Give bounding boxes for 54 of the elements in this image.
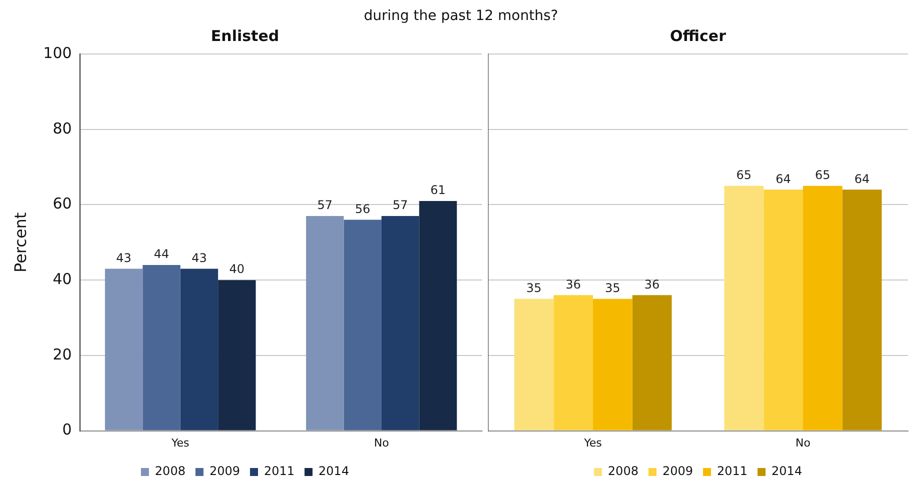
legend-label: 2011 — [717, 464, 748, 478]
bar — [344, 220, 382, 430]
data-label: 65 — [815, 168, 830, 182]
data-label: 65 — [736, 168, 752, 182]
legend-label: 2014 — [318, 464, 350, 478]
y-tick-label: 100 — [43, 44, 72, 62]
data-label: 57 — [392, 198, 408, 212]
data-label: 64 — [776, 172, 791, 186]
chart-title: Enlisted — [210, 26, 280, 45]
bar — [764, 190, 803, 430]
text: during the past 12 months? — [362, 8, 560, 26]
bar — [218, 280, 256, 430]
data-label: 56 — [354, 202, 370, 216]
legend-label: 2014 — [772, 464, 802, 478]
bar — [632, 295, 672, 430]
data-label: 44 — [154, 247, 170, 262]
legend-label: 2011 — [264, 464, 295, 478]
bar — [842, 190, 882, 430]
chart-title: Officer — [670, 26, 727, 45]
bar — [514, 298, 554, 430]
data-label: 43 — [116, 250, 132, 265]
data-label: 61 — [430, 183, 446, 198]
legend-label: 2008 — [608, 464, 638, 478]
data-label: 64 — [854, 172, 870, 186]
legend-label: 2008 — [154, 464, 186, 478]
x-tick-label: Yes — [170, 436, 190, 450]
data-label: 35 — [605, 281, 620, 296]
data-label: 57 — [317, 198, 333, 212]
y-tick-label: 80 — [52, 119, 72, 138]
bar — [724, 186, 764, 430]
y-tick-label: 40 — [52, 270, 72, 288]
x-tick-label: No — [374, 436, 390, 450]
bar — [419, 200, 457, 430]
data-label: 40 — [229, 262, 245, 276]
data-label: 36 — [566, 277, 581, 292]
legend-label: 2009 — [209, 464, 240, 478]
bar — [593, 298, 632, 430]
y-axis-title: Percent — [10, 212, 30, 272]
y-tick-label: 0 — [62, 420, 72, 439]
x-tick-label: No — [796, 436, 811, 450]
x-tick-label: Yes — [583, 436, 602, 450]
data-label: 35 — [526, 281, 542, 296]
bar — [381, 216, 420, 430]
y-tick-label: 60 — [52, 194, 72, 213]
legend-label: 2009 — [662, 464, 694, 478]
bar — [180, 268, 218, 430]
bar — [554, 295, 593, 430]
bar — [803, 186, 842, 430]
y-tick-label: 20 — [52, 345, 72, 364]
bar — [104, 268, 143, 430]
data-label: 43 — [192, 250, 207, 265]
bar — [306, 216, 344, 430]
data-label: 36 — [644, 277, 660, 292]
bar — [142, 265, 180, 430]
